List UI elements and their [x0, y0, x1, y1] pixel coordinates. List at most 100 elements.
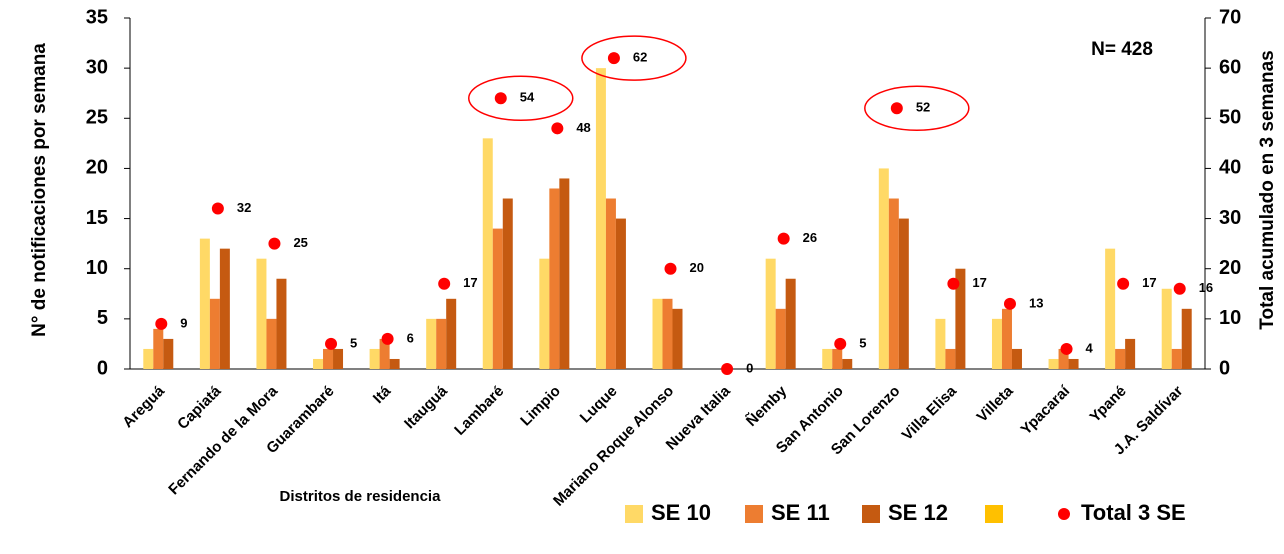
- legend-swatch: [862, 505, 880, 523]
- x-tick-label: Villa Elisa: [899, 382, 961, 444]
- bar: [549, 188, 560, 369]
- total-point: [381, 332, 394, 345]
- total-point: [1173, 282, 1186, 295]
- x-tick-label: Fernando de la Mora: [165, 382, 281, 498]
- data-label: 62: [633, 50, 647, 65]
- y2-tick-label: 70: [1219, 6, 1241, 28]
- bar: [1161, 288, 1172, 369]
- bar: [313, 358, 324, 369]
- data-label: 20: [690, 260, 704, 275]
- bar: [888, 198, 899, 369]
- bar: [209, 298, 220, 369]
- y2-tick-label: 50: [1219, 107, 1241, 129]
- x-tick-label: Mariano Roque Alonso: [550, 383, 677, 510]
- x-tick-label: Capiatá: [174, 382, 225, 433]
- data-label: 9: [180, 315, 187, 330]
- bar: [1001, 308, 1012, 369]
- x-tick-label: Luque: [577, 383, 621, 427]
- bar: [333, 348, 344, 369]
- legend-label: SE 11: [771, 500, 830, 525]
- x-tick-label: Villeta: [974, 382, 1018, 426]
- bar: [153, 328, 164, 369]
- legend-label: Total 3 SE: [1081, 500, 1186, 525]
- bar: [369, 348, 380, 369]
- data-label: 0: [746, 360, 753, 375]
- y-tick-label: 5: [97, 307, 108, 329]
- bar: [559, 178, 570, 369]
- bar: [389, 358, 400, 369]
- bar: [446, 298, 457, 369]
- legend-marker: [1058, 508, 1070, 520]
- total-point: [551, 122, 564, 135]
- y-tick-label: 25: [86, 107, 108, 129]
- y2-tick-label: 0: [1219, 357, 1230, 379]
- bar: [143, 348, 154, 369]
- total-point: [1117, 277, 1130, 290]
- data-label: 16: [1199, 280, 1213, 295]
- x-tick-label: Limpio: [517, 383, 564, 430]
- bar: [955, 268, 966, 369]
- bar: [482, 138, 493, 369]
- legend-label: SE 12: [888, 500, 948, 525]
- y2-tick-label: 30: [1219, 207, 1241, 229]
- data-label: 25: [293, 235, 307, 250]
- bar: [199, 238, 210, 369]
- bar: [276, 278, 287, 369]
- bar: [1058, 348, 1069, 369]
- data-label: 54: [520, 90, 535, 105]
- data-label: 26: [803, 230, 817, 245]
- bar: [785, 278, 796, 369]
- bar: [1105, 248, 1116, 369]
- bar: [1181, 308, 1192, 369]
- bar: [672, 308, 683, 369]
- bar: [219, 248, 230, 369]
- x-tick-label: Itauguá: [401, 382, 451, 432]
- x-tick-label: Ypané: [1087, 383, 1130, 426]
- total-point: [325, 337, 338, 350]
- x-tick-label: Ypacaraí: [1018, 382, 1074, 438]
- bar: [832, 348, 843, 369]
- legend-swatch: [745, 505, 763, 523]
- annotation: N= 428: [1091, 39, 1153, 60]
- y-tick-label: 20: [86, 157, 108, 179]
- total-point: [777, 232, 790, 245]
- bar: [945, 348, 956, 369]
- y-tick-label: 35: [86, 6, 108, 28]
- y-tick-label: 0: [97, 357, 108, 379]
- y2-tick-label: 10: [1219, 307, 1241, 329]
- bar: [266, 318, 277, 369]
- bar: [615, 218, 626, 369]
- total-point: [607, 52, 620, 65]
- data-label: 52: [916, 100, 930, 115]
- y-tick-label: 10: [86, 257, 108, 279]
- total-point: [721, 363, 734, 375]
- bar: [652, 298, 663, 369]
- data-label: 6: [407, 330, 414, 345]
- bar: [1011, 348, 1022, 369]
- bar: [822, 348, 833, 369]
- x-tick-label: Ñemby: [742, 381, 791, 430]
- total-point: [834, 337, 847, 350]
- total-point: [494, 92, 507, 105]
- data-label: 5: [350, 335, 357, 350]
- data-label: 48: [576, 120, 590, 135]
- bar: [1115, 348, 1126, 369]
- legend-swatch: [625, 505, 643, 523]
- y2-tick-label: 20: [1219, 257, 1241, 279]
- bar: [991, 318, 1002, 369]
- x-tick-label: Lambaré: [451, 383, 507, 439]
- data-label: 17: [1142, 275, 1156, 290]
- bar: [1125, 338, 1136, 369]
- bar: [256, 258, 267, 369]
- bar: [1068, 358, 1079, 369]
- bar: [502, 198, 513, 369]
- bar: [539, 258, 550, 369]
- total-point: [268, 237, 281, 250]
- bar: [492, 228, 503, 369]
- y-tick-label: 15: [86, 207, 108, 229]
- data-label: 13: [1029, 295, 1043, 310]
- legend-swatch: [985, 505, 1003, 523]
- total-point: [155, 317, 168, 330]
- total-point: [664, 262, 677, 275]
